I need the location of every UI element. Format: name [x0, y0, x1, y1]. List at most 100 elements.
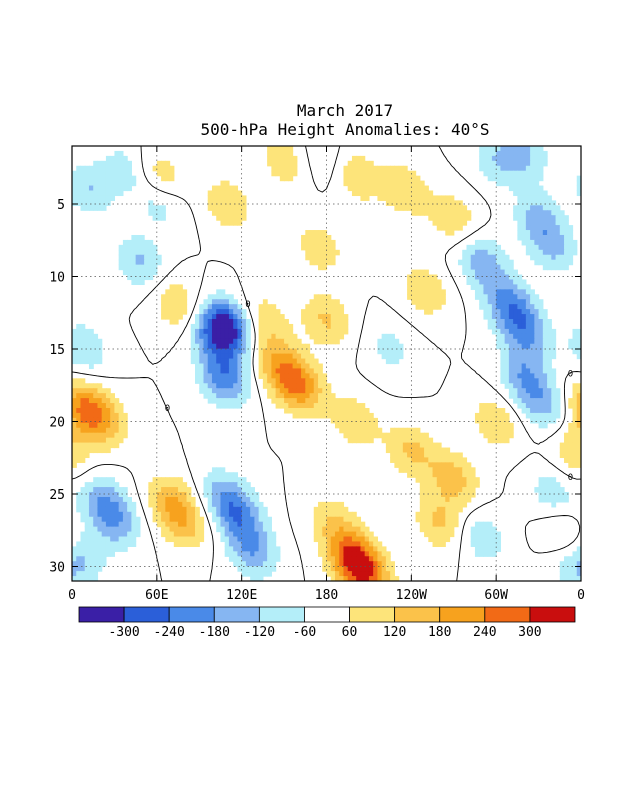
field-cell	[441, 487, 446, 493]
field-cell	[199, 526, 205, 533]
field-cell	[309, 373, 315, 379]
field-cell	[453, 492, 459, 498]
field-cell	[313, 304, 319, 310]
field-cell	[101, 516, 107, 523]
field-cell	[521, 363, 527, 370]
field-cell	[517, 230, 523, 236]
field-cell	[491, 160, 497, 167]
field-cell	[88, 170, 94, 177]
field-cell	[148, 492, 154, 498]
field-cell	[318, 368, 323, 374]
field-cell	[368, 175, 374, 182]
field-cell	[275, 368, 281, 374]
field-cell	[309, 249, 315, 256]
field-cell	[296, 393, 302, 399]
field-cell	[93, 200, 99, 206]
field-cell	[228, 210, 234, 216]
field-cell	[398, 165, 404, 172]
field-cell	[551, 234, 557, 241]
field-cell	[428, 447, 434, 454]
field-cell	[127, 264, 132, 271]
field-cell	[318, 294, 323, 300]
field-cell	[479, 269, 485, 276]
field-cell	[555, 487, 561, 493]
field-cell	[428, 511, 434, 518]
field-cell	[432, 442, 438, 449]
field-cell	[547, 363, 552, 370]
field-cell	[169, 492, 175, 498]
field-cell	[470, 254, 476, 261]
field-cell	[275, 150, 281, 157]
field-cell	[445, 521, 451, 528]
field-cell	[364, 195, 370, 201]
field-cell	[182, 289, 188, 295]
field-cell	[398, 457, 404, 463]
field-cell	[487, 531, 493, 538]
field-cell	[530, 403, 535, 409]
field-cell	[347, 536, 353, 543]
field-cell	[284, 353, 289, 360]
field-cell	[271, 551, 277, 557]
field-cell	[288, 175, 294, 182]
field-cell	[245, 546, 251, 552]
field-cell	[72, 566, 77, 572]
field-cell	[237, 511, 243, 518]
field-cell	[199, 314, 205, 320]
field-cell	[288, 398, 294, 404]
field-cell	[241, 526, 247, 533]
field-cell	[457, 200, 463, 206]
field-cell	[313, 531, 319, 538]
field-cell	[525, 338, 531, 345]
field-cell	[411, 210, 417, 216]
field-cell	[309, 368, 315, 374]
field-cell	[534, 378, 540, 384]
field-cell	[462, 467, 468, 473]
field-cell	[424, 531, 429, 538]
field-cell	[233, 205, 239, 211]
field-cell	[139, 269, 145, 276]
field-cell	[173, 477, 179, 483]
field-cell	[211, 511, 217, 518]
field-cell	[530, 393, 535, 399]
field-cell	[88, 348, 94, 355]
field-cell	[93, 338, 99, 345]
field-cell	[93, 403, 99, 409]
field-cell	[436, 462, 442, 468]
field-cell	[80, 200, 86, 206]
field-cell	[394, 170, 400, 177]
field-cell	[377, 571, 383, 577]
field-cell	[72, 170, 77, 177]
field-cell	[483, 403, 489, 409]
field-cell	[360, 566, 366, 572]
field-cell	[275, 348, 281, 355]
field-cell	[97, 536, 103, 543]
field-cell	[453, 215, 459, 221]
field-cell	[203, 343, 209, 350]
field-cell	[199, 531, 205, 538]
field-cell	[105, 432, 111, 439]
field-cell	[228, 536, 234, 543]
field-cell	[500, 269, 506, 276]
field-cell	[165, 294, 171, 300]
field-cell	[318, 388, 323, 394]
field-cell	[233, 314, 239, 320]
field-cell	[538, 378, 544, 384]
field-cell	[178, 314, 183, 320]
field-cell	[216, 398, 222, 404]
field-cell	[441, 541, 446, 547]
field-cell	[165, 165, 171, 172]
field-cell	[88, 551, 94, 557]
field-cell	[457, 467, 463, 473]
field-cell	[394, 185, 400, 192]
field-cell	[483, 284, 489, 290]
field-cell	[165, 482, 171, 488]
field-cell	[551, 501, 557, 508]
field-cell	[110, 526, 116, 533]
field-cell	[279, 373, 285, 379]
field-cell	[131, 180, 137, 187]
field-cell	[351, 412, 357, 419]
field-cell	[351, 576, 357, 581]
field-cell	[182, 487, 188, 493]
field-cell	[547, 383, 552, 389]
field-cell	[551, 368, 557, 374]
